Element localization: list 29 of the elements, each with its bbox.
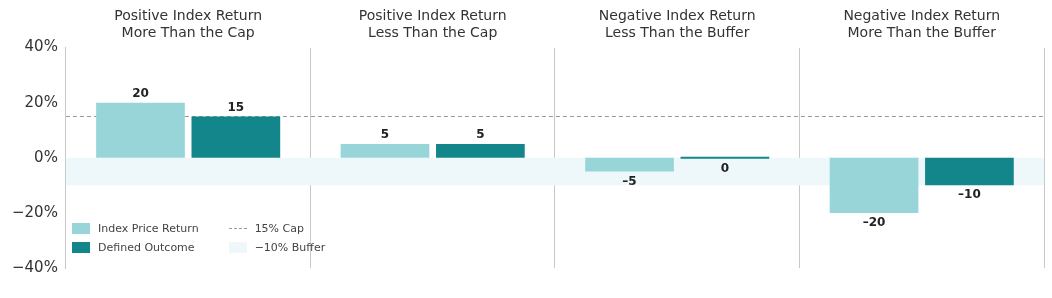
legend-label: Defined Outcome — [98, 241, 195, 254]
bar — [191, 116, 281, 158]
bar — [340, 144, 430, 158]
data-label: 20 — [132, 85, 149, 100]
bar — [96, 102, 185, 158]
x-tick-label: Negative Index Return More Than the Buffer — [843, 7, 1001, 40]
data-label: 5 — [476, 127, 485, 142]
y-tick-label: 0% — [34, 147, 58, 166]
data-label: 15 — [227, 99, 245, 114]
legend-label: Index Price Return — [98, 222, 199, 235]
legend-label: −10% Buffer — [254, 241, 326, 254]
data-label: 0 — [720, 160, 730, 175]
bar — [829, 157, 919, 213]
y-tick-label: −40% — [11, 257, 58, 276]
bar — [680, 156, 770, 159]
y-tick-label: −20% — [11, 202, 58, 221]
data-label: –5 — [622, 173, 637, 188]
x-tick-label: Positive Index Return Less Than the Cap — [358, 7, 507, 40]
data-label: 5 — [380, 127, 390, 142]
y-tick-label: 40% — [24, 37, 58, 56]
bar — [436, 144, 525, 158]
x-tick-label: Positive Index Return More Than the Cap — [114, 7, 263, 40]
x-tick-label: Negative Index Return Less Than the Buffer — [598, 7, 756, 40]
bar — [585, 157, 674, 172]
legend-label: 15% Cap — [254, 222, 304, 235]
data-label: –10 — [958, 187, 981, 202]
y-tick-label: 20% — [24, 92, 58, 111]
bar — [925, 157, 1014, 186]
data-label: –20 — [862, 215, 886, 230]
